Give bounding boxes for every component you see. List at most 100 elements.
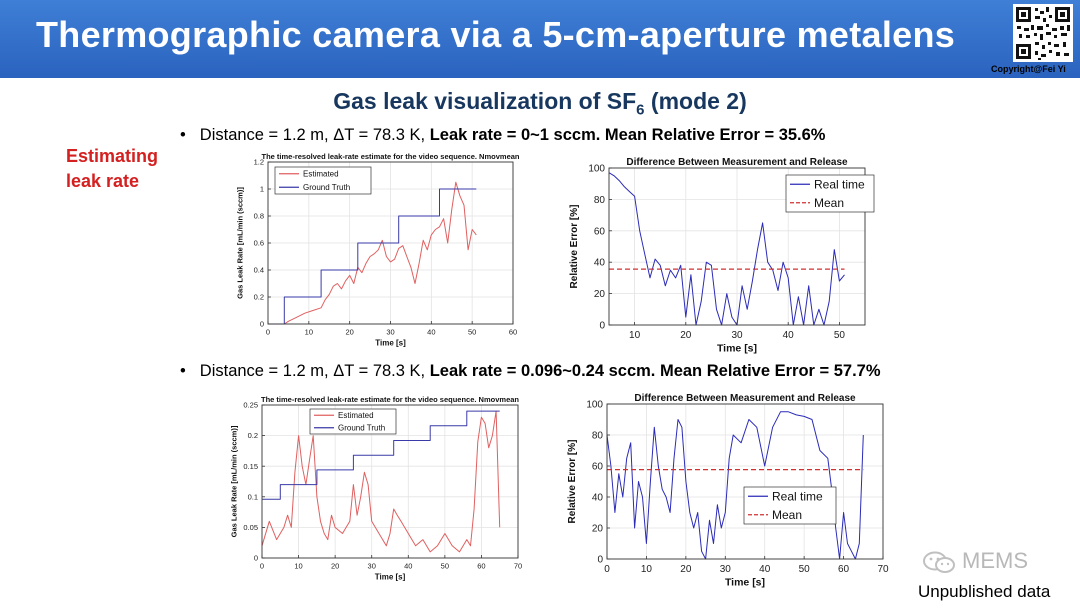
y-axis-label: Gas Leak Rate [mL/min (sccm)] <box>230 425 239 537</box>
y-tick-label: 0 <box>597 555 603 566</box>
x-axis-label: Time [s] <box>375 339 406 348</box>
chart-title: The time-resolved leak-rate estimate for… <box>261 395 519 404</box>
x-tick-label: 20 <box>345 328 353 337</box>
subtitle-tail: (mode 2) <box>644 88 747 114</box>
bullet-dot: • <box>180 362 186 380</box>
y-axis-label: Relative Error [%] <box>569 205 580 289</box>
watermark-text: MEMS <box>962 548 1028 573</box>
x-tick-label: 50 <box>834 330 846 341</box>
bullet-2-plain: Distance = 1.2 m, ΔT = 78.3 K, <box>199 362 430 380</box>
x-tick-label: 10 <box>629 330 641 341</box>
x-tick-label: 20 <box>680 564 692 575</box>
chart-title: Difference Between Measurement and Relea… <box>626 157 848 168</box>
y-tick-label: 1.2 <box>254 158 264 167</box>
copyright-label: Copyright@Fei Yi <box>991 64 1066 74</box>
legend-label-1: Real time <box>814 178 865 192</box>
y-tick-label: 0.1 <box>248 492 258 501</box>
y-tick-label: 40 <box>592 493 604 504</box>
subtitle-subscript: 6 <box>636 101 645 119</box>
x-tick-label: 50 <box>468 328 476 337</box>
series-line-2 <box>268 188 477 325</box>
y-tick-label: 80 <box>594 195 606 206</box>
plot-frame <box>261 404 519 559</box>
x-tick-label: 30 <box>731 330 743 341</box>
chart-title: The time-resolved leak-rate estimate for… <box>261 152 519 161</box>
x-tick-label: 30 <box>368 562 376 571</box>
x-tick-label: 0 <box>604 564 610 575</box>
series-line-2 <box>262 410 500 500</box>
side-label-line1: Estimating <box>66 146 159 166</box>
y-tick-label: 20 <box>594 289 606 300</box>
legend-label-1: Estimated <box>303 170 339 179</box>
side-label-line2: leak rate <box>66 171 140 191</box>
y-tick-label: 40 <box>594 258 606 269</box>
plot-area <box>268 162 513 324</box>
bullet-case-1: • Distance = 1.2 m, ΔT = 78.3 K, Leak rat… <box>180 126 825 145</box>
plot-frame <box>606 403 884 560</box>
x-tick-label: 70 <box>514 562 522 571</box>
x-tick-label: 30 <box>720 564 732 575</box>
bullet-case-2: • Distance = 1.2 m, ΔT = 78.3 K, Leak rat… <box>180 362 881 381</box>
x-tick-label: 40 <box>427 328 435 337</box>
y-tick-label: 0.2 <box>254 293 264 302</box>
plot-area <box>607 404 883 559</box>
title-banner <box>0 0 1080 78</box>
x-axis-label: Time [s] <box>725 577 765 589</box>
x-tick-label: 10 <box>294 562 302 571</box>
wechat-icon <box>923 551 955 573</box>
bullet-dot: • <box>180 126 186 144</box>
legend-label-2: Mean <box>772 508 802 522</box>
legend-box <box>274 166 372 195</box>
x-tick-label: 10 <box>641 564 653 575</box>
series-line-1 <box>606 411 864 560</box>
bullet-1-bold: Leak rate = 0~1 sccm. Mean Relative Erro… <box>429 126 826 144</box>
x-tick-label: 40 <box>404 562 412 571</box>
qr-code-icon <box>1013 4 1073 62</box>
y-tick-label: 80 <box>592 431 604 442</box>
y-tick-label: 60 <box>592 462 604 473</box>
y-tick-label: 0.15 <box>243 462 258 471</box>
subtitle-main: Gas leak visualization of SF <box>333 88 637 114</box>
x-tick-label: 0 <box>260 562 264 571</box>
series-line-1 <box>608 172 845 326</box>
slide-title: Thermographic camera via a 5-cm-aperture… <box>36 14 956 55</box>
series-line-1 <box>268 181 477 325</box>
y-tick-label: 0.8 <box>254 212 264 221</box>
x-tick-label: 60 <box>509 328 517 337</box>
x-tick-label: 10 <box>305 328 313 337</box>
legend-label-2: Mean <box>814 196 844 210</box>
plot-area <box>609 168 865 325</box>
y-tick-label: 0.6 <box>254 239 264 248</box>
footer-unpublished: Unpublished data <box>918 582 1051 601</box>
y-tick-label: 100 <box>588 164 605 175</box>
x-tick-label: 60 <box>477 562 485 571</box>
side-label: Estimating leak rate <box>66 144 186 194</box>
legend-label-1: Real time <box>772 490 823 504</box>
x-tick-label: 20 <box>680 330 692 341</box>
x-tick-label: 20 <box>331 562 339 571</box>
bullet-2-bold: Leak rate = 0.096~0.24 sccm. Mean Relati… <box>429 362 881 380</box>
x-axis-label: Time [s] <box>717 343 757 355</box>
legend-box <box>785 174 875 213</box>
legend-label-2: Ground Truth <box>303 183 350 192</box>
y-tick-label: 0 <box>254 554 258 563</box>
plot-frame <box>608 167 866 326</box>
x-tick-label: 50 <box>441 562 449 571</box>
legend-box <box>743 486 837 525</box>
y-tick-label: 0.2 <box>248 431 258 440</box>
x-tick-label: 60 <box>838 564 850 575</box>
x-tick-label: 50 <box>799 564 811 575</box>
y-tick-label: 60 <box>594 226 606 237</box>
y-axis-label: Relative Error [%] <box>567 440 578 524</box>
y-tick-label: 0.05 <box>243 523 258 532</box>
plot-frame <box>267 161 514 325</box>
x-tick-label: 30 <box>386 328 394 337</box>
y-tick-label: 0.4 <box>254 266 264 275</box>
bullet-1-plain: Distance = 1.2 m, ΔT = 78.3 K, <box>199 126 430 144</box>
series-line-1 <box>261 410 501 553</box>
slide-subtitle: Gas leak visualization of SF6 (mode 2) <box>0 88 1080 119</box>
x-tick-label: 40 <box>783 330 795 341</box>
y-tick-label: 0 <box>260 320 264 329</box>
x-tick-label: 0 <box>266 328 270 337</box>
y-tick-label: 1 <box>260 185 264 194</box>
